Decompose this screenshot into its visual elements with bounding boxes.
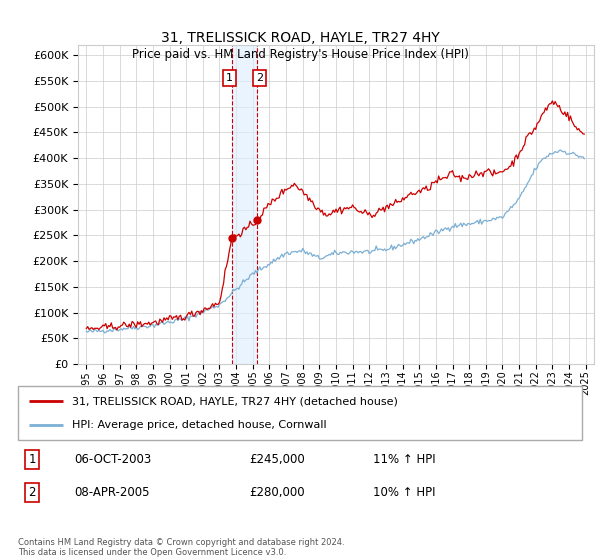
Text: 08-APR-2005: 08-APR-2005: [74, 486, 150, 500]
Text: 2: 2: [256, 73, 263, 83]
Text: 10% ↑ HPI: 10% ↑ HPI: [373, 486, 436, 500]
Text: HPI: Average price, detached house, Cornwall: HPI: Average price, detached house, Corn…: [71, 419, 326, 430]
Text: 1: 1: [226, 73, 233, 83]
FancyBboxPatch shape: [18, 386, 582, 440]
Text: 11% ↑ HPI: 11% ↑ HPI: [373, 452, 436, 466]
Text: 06-OCT-2003: 06-OCT-2003: [74, 452, 152, 466]
Text: 31, TRELISSICK ROAD, HAYLE, TR27 4HY: 31, TRELISSICK ROAD, HAYLE, TR27 4HY: [161, 31, 439, 45]
Text: 1: 1: [28, 452, 36, 466]
Text: Price paid vs. HM Land Registry's House Price Index (HPI): Price paid vs. HM Land Registry's House …: [131, 48, 469, 60]
Bar: [232, 45, 257, 364]
Text: £280,000: £280,000: [249, 486, 305, 500]
Text: 2: 2: [28, 486, 36, 500]
Text: Contains HM Land Registry data © Crown copyright and database right 2024.
This d: Contains HM Land Registry data © Crown c…: [18, 538, 344, 557]
Text: £245,000: £245,000: [249, 452, 305, 466]
Text: 31, TRELISSICK ROAD, HAYLE, TR27 4HY (detached house): 31, TRELISSICK ROAD, HAYLE, TR27 4HY (de…: [71, 396, 397, 407]
